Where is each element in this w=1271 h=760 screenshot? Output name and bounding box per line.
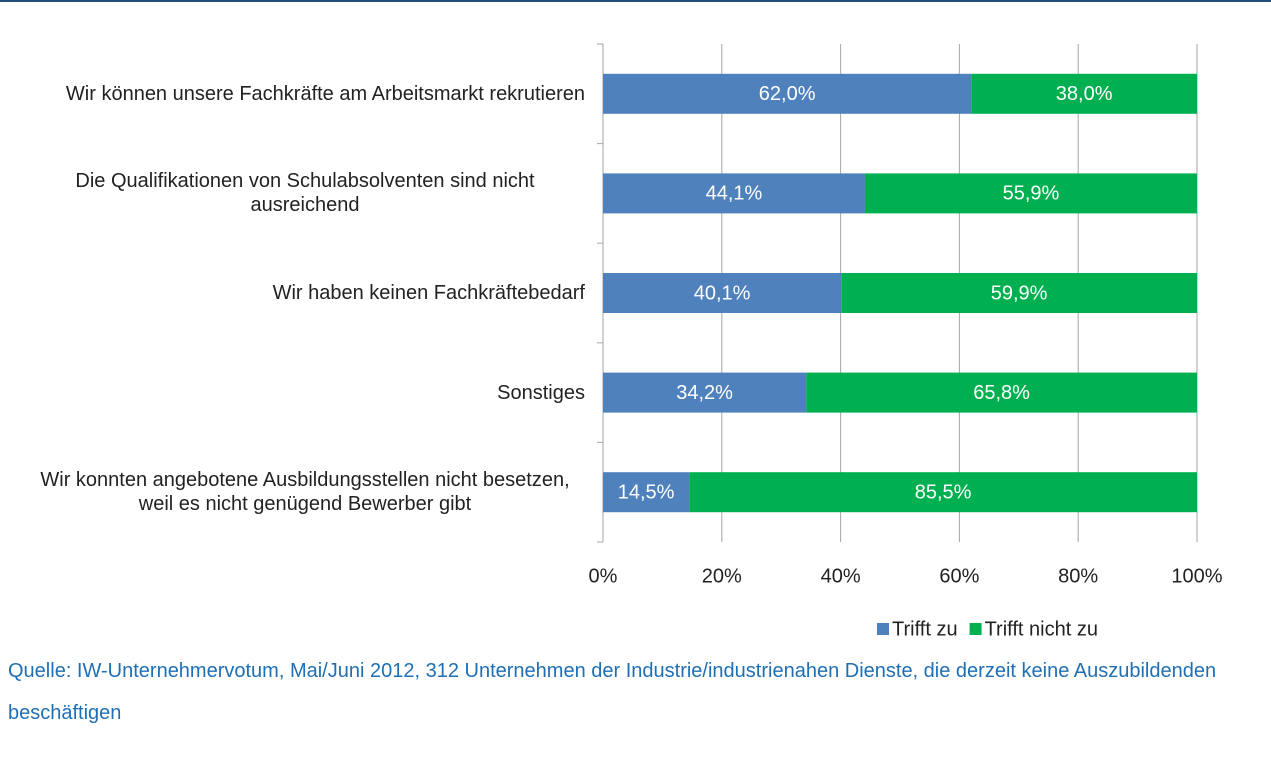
category-label: Wir konnten angebotene Ausbildungsstelle… bbox=[5, 468, 585, 516]
value-label: 65,8% bbox=[973, 382, 1030, 404]
legend-label: Trifft nicht zu bbox=[985, 618, 1098, 640]
value-label: 34,2% bbox=[676, 382, 733, 404]
bar bbox=[603, 273, 842, 313]
x-tick-label: 20% bbox=[702, 565, 742, 587]
category-text: Wir haben keinen Fachkräftebedarf bbox=[272, 282, 585, 304]
x-tick-label: 40% bbox=[821, 565, 861, 587]
value-label: 14,5% bbox=[618, 481, 675, 503]
value-label: 40,1% bbox=[694, 282, 751, 304]
value-label: 44,1% bbox=[706, 183, 763, 205]
x-tick-label: 0% bbox=[589, 565, 618, 587]
bar bbox=[603, 472, 690, 513]
category-label: Wir können unsere Fachkräfte am Arbeitsm… bbox=[5, 82, 585, 106]
category-text: Wir konnten angebotene Ausbildungsstelle… bbox=[40, 469, 570, 516]
source-note: Quelle: IW-Unternehmervotum, Mai/Juni 20… bbox=[8, 660, 1217, 724]
bar bbox=[603, 173, 865, 214]
legend-swatch bbox=[969, 623, 982, 635]
category-label: Die Qualifikationen von Schulabsolventen… bbox=[5, 169, 585, 217]
bar bbox=[806, 372, 1197, 413]
bar bbox=[864, 173, 1197, 214]
x-tick-label: 80% bbox=[1058, 565, 1098, 587]
x-tick-label: 100% bbox=[1171, 565, 1222, 587]
value-label: 59,9% bbox=[991, 282, 1048, 304]
value-label: 62,0% bbox=[759, 83, 816, 105]
legend-swatch bbox=[877, 623, 889, 635]
category-label: Sonstiges bbox=[5, 381, 585, 405]
bar bbox=[603, 372, 807, 413]
bar bbox=[971, 73, 1197, 114]
category-text: Sonstiges bbox=[497, 381, 585, 404]
category-text: Wir können unsere Fachkräfte am Arbeitsm… bbox=[65, 82, 585, 105]
category-text: Die Qualifikationen von Schulabsolventen… bbox=[75, 170, 535, 217]
chart-svg: 0% 20% 40% 60% 80% 100% 62,0% 38,0% 44,1% 55,9% 40… bbox=[589, 43, 1223, 640]
bar bbox=[689, 472, 1197, 513]
value-label: 85,5% bbox=[915, 481, 972, 503]
value-label: 55,9% bbox=[1003, 183, 1060, 205]
value-label: 38,0% bbox=[1056, 83, 1113, 105]
bar bbox=[841, 273, 1197, 313]
category-label: Wir haben keinen Fachkräftebedarf bbox=[5, 281, 585, 305]
x-tick-label: 60% bbox=[939, 565, 979, 587]
bar bbox=[603, 73, 972, 114]
legend-label: Trifft zu bbox=[892, 618, 958, 640]
